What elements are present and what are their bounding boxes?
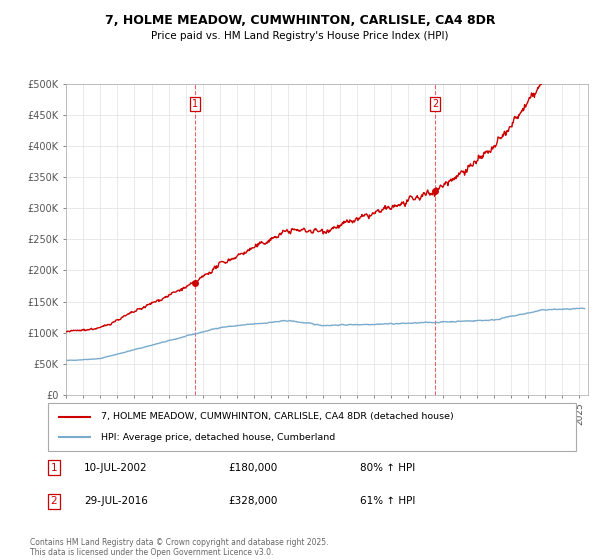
Text: 2: 2	[432, 99, 438, 109]
FancyBboxPatch shape	[48, 403, 576, 451]
Text: 1: 1	[50, 463, 58, 473]
Text: 2: 2	[50, 496, 58, 506]
Text: 7, HOLME MEADOW, CUMWHINTON, CARLISLE, CA4 8DR: 7, HOLME MEADOW, CUMWHINTON, CARLISLE, C…	[105, 14, 495, 27]
Text: 7, HOLME MEADOW, CUMWHINTON, CARLISLE, CA4 8DR (detached house): 7, HOLME MEADOW, CUMWHINTON, CARLISLE, C…	[101, 412, 454, 421]
Text: Price paid vs. HM Land Registry's House Price Index (HPI): Price paid vs. HM Land Registry's House …	[151, 31, 449, 41]
Text: HPI: Average price, detached house, Cumberland: HPI: Average price, detached house, Cumb…	[101, 433, 335, 442]
Text: £328,000: £328,000	[228, 496, 277, 506]
Text: 61% ↑ HPI: 61% ↑ HPI	[360, 496, 415, 506]
Text: £180,000: £180,000	[228, 463, 277, 473]
Text: 1: 1	[192, 99, 198, 109]
Text: Contains HM Land Registry data © Crown copyright and database right 2025.
This d: Contains HM Land Registry data © Crown c…	[30, 538, 329, 557]
Text: 10-JUL-2002: 10-JUL-2002	[84, 463, 148, 473]
Text: 80% ↑ HPI: 80% ↑ HPI	[360, 463, 415, 473]
Text: 29-JUL-2016: 29-JUL-2016	[84, 496, 148, 506]
